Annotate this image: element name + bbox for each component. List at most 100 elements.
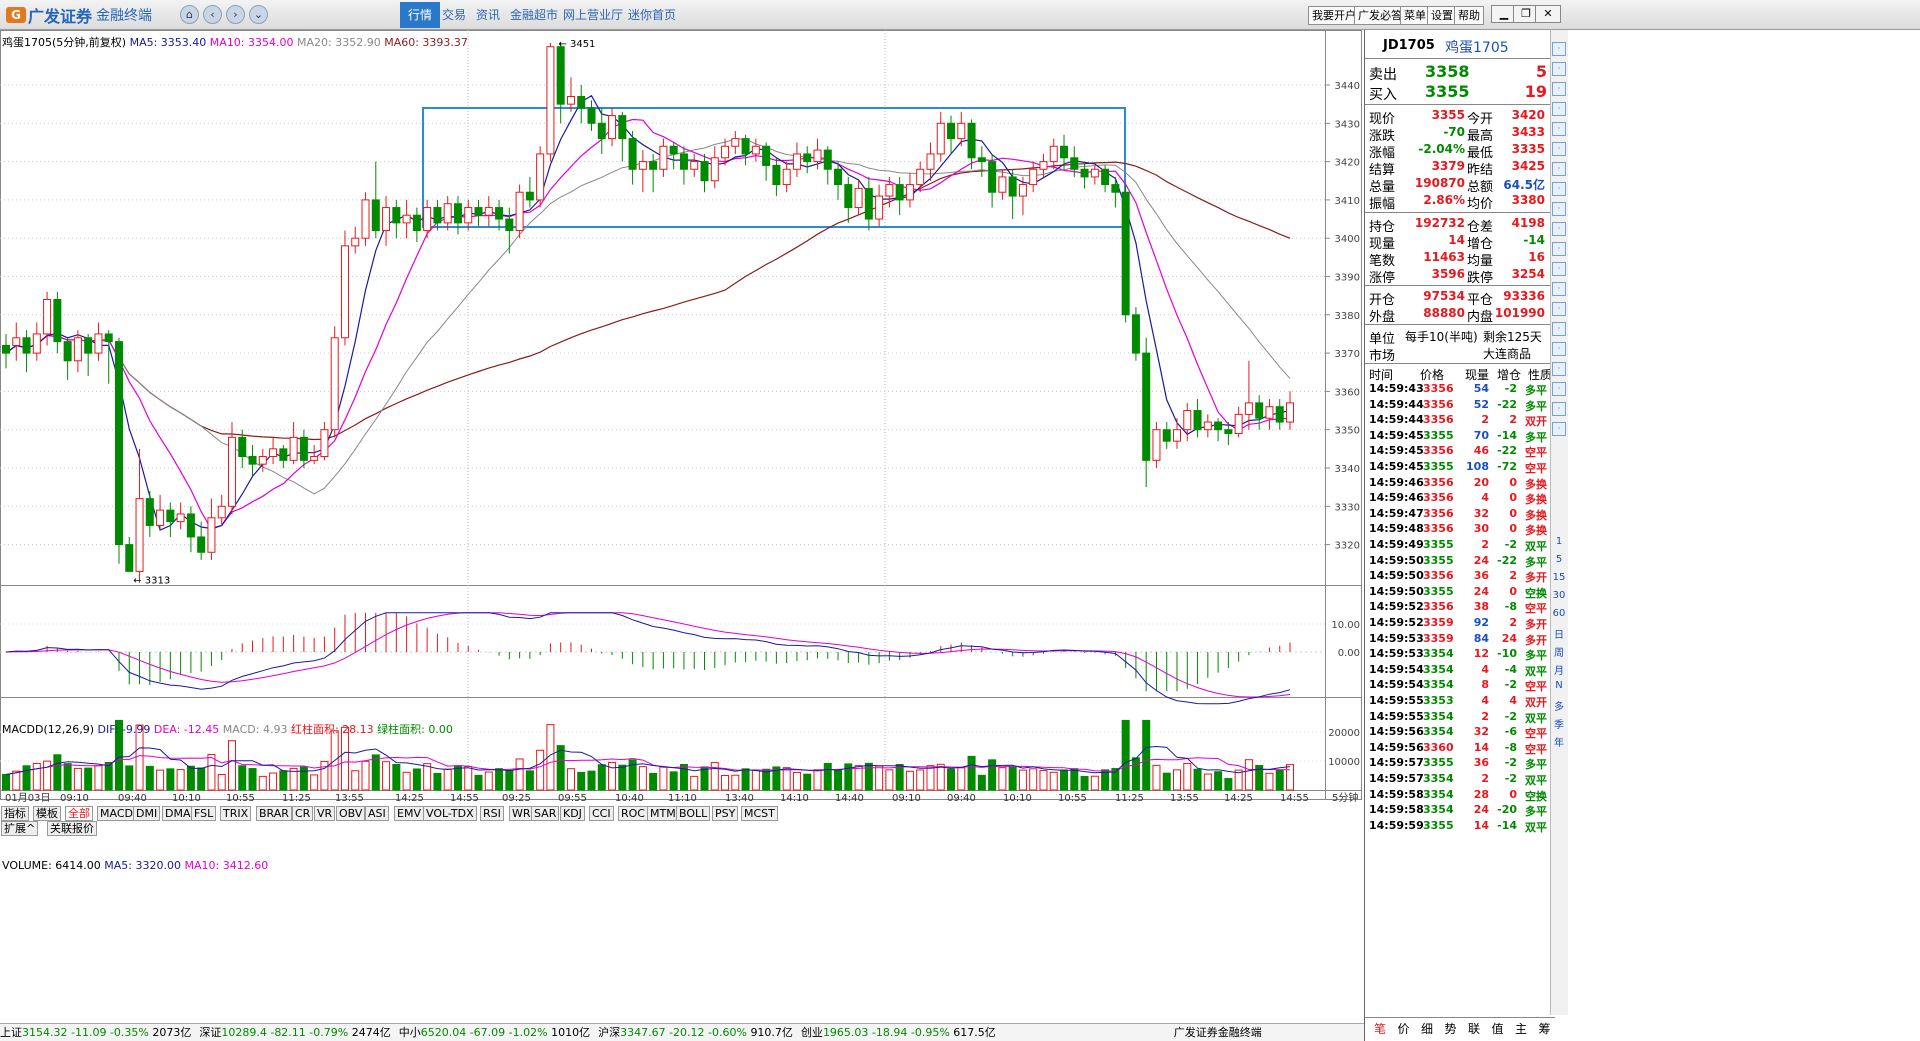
ticker-item[interactable]: 上证3154.32 -11.09 -0.35% 2073亿 <box>0 1026 191 1039</box>
quote-tab[interactable]: 笔 <box>1373 1022 1386 1036</box>
list-icon[interactable]: · <box>1552 82 1566 96</box>
indicator-tab[interactable]: MTM <box>647 806 679 821</box>
chart-icon[interactable]: · <box>1552 262 1566 276</box>
indicator-tab[interactable]: PSY <box>712 806 739 821</box>
period-tool[interactable]: 1 <box>1555 536 1563 547</box>
ticker-item[interactable]: 中小6520.04 -67.09 -1.02% 1010亿 <box>399 1026 590 1039</box>
info-icon[interactable]: · <box>1552 382 1566 396</box>
chart-icon[interactable]: · <box>1552 102 1566 116</box>
menu-quotes[interactable]: 行情 <box>400 2 441 28</box>
indicator-tab[interactable]: TRIX <box>220 806 252 821</box>
settings-button[interactable]: 设置 <box>1427 6 1457 25</box>
quote-tab[interactable]: 细 <box>1420 1022 1433 1036</box>
dx-icon[interactable]: · <box>1552 202 1566 216</box>
period-tool[interactable]: 15 <box>1552 572 1566 583</box>
period-tool[interactable]: 多 <box>1554 702 1564 713</box>
period-tool[interactable]: 30 <box>1552 590 1566 601</box>
pen-icon[interactable]: · <box>1552 362 1566 376</box>
tick-oi-change: 2 <box>1509 569 1517 583</box>
indicator-tab[interactable]: RSI <box>480 806 504 821</box>
rsi-icon[interactable]: · <box>1552 302 1566 316</box>
period-tool[interactable]: 60 <box>1552 608 1566 619</box>
help-button[interactable]: 帮助 <box>1454 6 1484 25</box>
panel-tab[interactable]: 扩展^ <box>1 821 39 836</box>
indicator-tab[interactable]: 指标 <box>1 806 29 821</box>
quote-tab[interactable]: 筹 <box>1538 1022 1551 1036</box>
indicator-tab[interactable]: SAR <box>531 806 560 821</box>
open-account-button[interactable]: 我要开户 <box>1308 6 1360 25</box>
indicator-tab[interactable]: VOL-TDX <box>423 806 477 821</box>
grid-icon[interactable]: · <box>1552 182 1566 196</box>
menu-mini-home[interactable]: 迷你首页 <box>628 8 677 22</box>
back-icon[interactable]: ‹ <box>203 5 222 24</box>
menu-news[interactable]: 资讯 <box>476 8 501 22</box>
ticker-item[interactable]: 创业1965.03 -18.94 -0.95% 617.5亿 <box>801 1026 996 1039</box>
indicator-tab[interactable]: MACD <box>97 806 136 821</box>
search-icon[interactable]: · <box>1552 222 1566 236</box>
menu-online-hall[interactable]: 网上营业厅 <box>563 8 624 22</box>
period-tool[interactable]: 周 <box>1554 648 1564 659</box>
period-tool[interactable]: N <box>1555 680 1563 691</box>
must-answer-button[interactable]: 广发必答 <box>1354 6 1406 25</box>
indicator-tab[interactable]: CR <box>292 806 314 821</box>
logo-mark-icon: G <box>6 7 26 23</box>
compass-icon[interactable]: · <box>1552 342 1566 356</box>
image-icon[interactable]: · <box>1552 422 1566 436</box>
period-tool[interactable]: 月 <box>1554 666 1564 677</box>
menu-button[interactable]: 菜单 <box>1400 6 1430 25</box>
quote-tab[interactable]: 主 <box>1514 1022 1527 1036</box>
close-icon[interactable]: ✕ <box>1535 5 1561 23</box>
f10-icon[interactable]: · <box>1552 162 1566 176</box>
indicator-tab[interactable]: 模板 <box>33 806 61 821</box>
period-tool[interactable]: 日 <box>1554 630 1564 641</box>
indicator-tab[interactable]: 全部 <box>65 806 93 821</box>
tick-header: 现量 <box>1465 368 1490 382</box>
candle <box>1152 429 1161 461</box>
panel-tab[interactable]: 关联报价 <box>47 821 97 836</box>
indicator-tab[interactable]: BRAR <box>256 806 292 821</box>
volume-bar <box>1111 768 1120 791</box>
indicator-tab[interactable]: MCST <box>741 806 778 821</box>
more-down-icon[interactable]: ⌄ <box>249 5 268 24</box>
quote-tab[interactable]: 值 <box>1491 1022 1504 1036</box>
volume-bar <box>967 755 976 791</box>
indicator-tab[interactable]: WR <box>509 806 534 821</box>
indicator-tab[interactable]: ROC <box>618 806 648 821</box>
fs-icon[interactable]: · <box>1552 402 1566 416</box>
indicator-tab[interactable]: DMI <box>133 806 161 821</box>
ma60-line <box>5 161 1291 441</box>
period-tool[interactable]: 5 <box>1555 554 1563 565</box>
indicator-tab[interactable]: CCI <box>589 806 614 821</box>
indicator-tab[interactable]: EMV <box>394 806 424 821</box>
menu-trade[interactable]: 交易 <box>442 8 467 22</box>
chart-icon[interactable]: · <box>1552 282 1566 296</box>
indicator-tab[interactable]: OBV <box>336 806 366 821</box>
period-tool[interactable]: 季 <box>1554 720 1564 731</box>
indicator-tab[interactable]: BOLL <box>676 806 711 821</box>
volume-bar <box>1039 770 1048 791</box>
indicator-tab[interactable]: ASI <box>365 806 389 821</box>
quote-tab[interactable]: 价 <box>1397 1022 1410 1036</box>
period-tool[interactable]: 年 <box>1554 738 1564 749</box>
rotate-icon[interactable]: · <box>1552 322 1566 336</box>
ticker-item[interactable]: 沪深3347.67 -20.12 -0.60% 910.7亿 <box>598 1026 793 1039</box>
menu-market[interactable]: 金融超市 <box>510 8 559 22</box>
candle <box>1101 168 1110 186</box>
up-arrow-icon[interactable]: · <box>1552 42 1566 56</box>
ticker-item[interactable]: 深证10289.4 -82.11 -0.79% 2474亿 <box>199 1026 390 1039</box>
indicator-tab[interactable]: KDJ <box>560 806 585 821</box>
quote-tab[interactable]: 联 <box>1467 1022 1480 1036</box>
tick-price: 3356 <box>1423 413 1454 427</box>
indicator-tab[interactable]: FSL <box>191 806 217 821</box>
indicator-tab[interactable]: VR <box>314 806 336 821</box>
indicator-tab[interactable]: DMA <box>162 806 194 821</box>
quote-tab[interactable]: 势 <box>1444 1022 1457 1036</box>
chart-icon[interactable]: · <box>1552 122 1566 136</box>
bar-icon[interactable]: · <box>1552 142 1566 156</box>
forward-icon[interactable]: › <box>226 5 245 24</box>
table-icon[interactable]: · <box>1552 62 1566 76</box>
home-icon[interactable]: ⌂ <box>180 5 199 24</box>
volume-bar <box>1070 768 1079 791</box>
chart-icon[interactable]: · <box>1552 242 1566 256</box>
